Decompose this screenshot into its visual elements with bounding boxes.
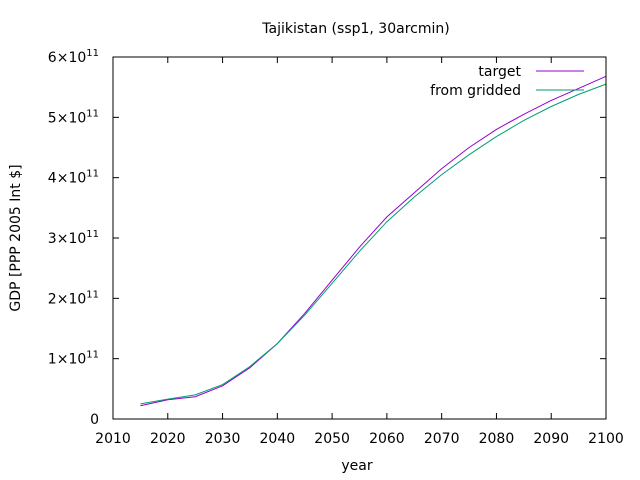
y-tick-label: 5×1011	[48, 108, 99, 126]
y-tick-exponent: 11	[86, 229, 99, 240]
chart-title: Tajikistan (ssp1, 30arcmin)	[261, 21, 449, 37]
y-tick-mantissa: 4	[48, 171, 57, 187]
x-tick-label: 2100	[588, 431, 624, 447]
y-tick-exponent: 11	[86, 169, 99, 180]
plot-frame	[112, 56, 607, 420]
y-axis-label: GDP [PPP 2005 Int $]	[8, 164, 24, 311]
y-tick-label: 0	[90, 412, 99, 428]
y-tick-times-ten: ×10	[57, 231, 87, 247]
y-tick-times-ten: ×10	[57, 352, 87, 368]
y-tick-exponent: 11	[86, 289, 99, 300]
y-tick-label: 4×1011	[48, 169, 99, 187]
x-tick-label: 2030	[205, 431, 241, 447]
x-tick-label: 2020	[150, 431, 186, 447]
y-tick-label: 3×1011	[48, 229, 99, 247]
y-tick-mantissa: 1	[48, 352, 57, 368]
x-axis-ticks: 2010 2020 2030 2040 2050 2060 2070 2080 2090 2100	[95, 57, 624, 447]
y-tick-mantissa: 2	[48, 291, 57, 307]
x-tick-label: 2010	[95, 431, 131, 447]
x-tick-label: 2080	[479, 431, 515, 447]
legend-label: from gridded	[430, 83, 521, 99]
y-tick-exponent: 11	[86, 48, 99, 59]
y-tick-times-ten: ×10	[57, 50, 87, 66]
legend-label: target	[478, 64, 521, 80]
series-line-from-gridded	[140, 83, 607, 405]
y-tick-times-ten: ×10	[57, 110, 87, 126]
y-tick-mantissa: 6	[48, 50, 57, 66]
series-layer	[140, 75, 607, 407]
series-line-target	[140, 75, 607, 407]
y-tick-exponent: 11	[86, 350, 99, 361]
x-tick-label: 2090	[533, 431, 569, 447]
y-tick-times-ten: ×10	[57, 291, 87, 307]
y-tick-mantissa: 5	[48, 110, 57, 126]
y-tick-label: 6×1011	[48, 48, 99, 66]
x-tick-label: 2060	[369, 431, 405, 447]
y-tick-mantissa: 3	[48, 231, 57, 247]
x-axis-label: year	[341, 458, 372, 474]
x-tick-label: 2040	[260, 431, 296, 447]
x-tick-label: 2070	[424, 431, 460, 447]
legend: target from gridded	[430, 64, 584, 99]
x-tick-label: 2050	[314, 431, 350, 447]
y-tick-label: 2×1011	[48, 289, 99, 307]
y-tick-times-ten: ×10	[57, 171, 87, 187]
y-tick-exponent: 11	[86, 108, 99, 119]
y-tick-label: 1×1011	[48, 350, 99, 368]
